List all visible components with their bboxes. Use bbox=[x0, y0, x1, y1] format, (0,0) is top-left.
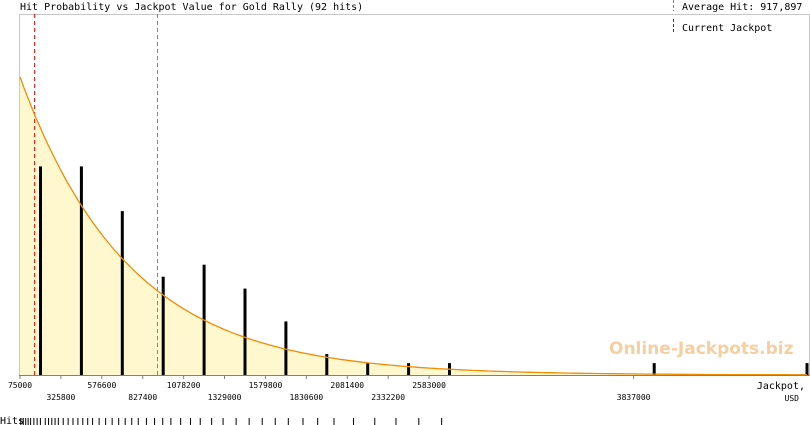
bar bbox=[284, 321, 288, 375]
bar bbox=[407, 363, 411, 375]
x-tick-label: 325800 bbox=[46, 393, 75, 402]
hits-label: Hits bbox=[0, 416, 24, 425]
x-tick-label: 75000 bbox=[8, 381, 32, 390]
bar bbox=[161, 276, 165, 375]
x-tick-label: 3837000 bbox=[617, 393, 651, 402]
bar bbox=[39, 166, 42, 375]
x-tick-label: 1830600 bbox=[289, 393, 323, 402]
bar bbox=[243, 288, 247, 375]
watermark: Online-Jackpots.biz bbox=[609, 339, 794, 359]
bar bbox=[79, 166, 83, 375]
x-tick-label: 2081400 bbox=[330, 381, 364, 390]
bar bbox=[366, 363, 370, 375]
curve-group bbox=[19, 76, 807, 376]
x-tick-label: 576600 bbox=[87, 381, 116, 390]
legend-average-label: Average Hit: 917,897 bbox=[682, 2, 802, 13]
x-tick-label: 827400 bbox=[128, 393, 157, 402]
x-tick-label: 2583000 bbox=[412, 381, 446, 390]
curve-fill-group bbox=[20, 77, 807, 375]
bar bbox=[652, 363, 656, 375]
x-tick-label: 2332200 bbox=[371, 393, 405, 402]
x-ticks-group: 75000 325800 576600 827400 1078200 1329000 157… bbox=[8, 375, 651, 402]
x-tick-label: 1078200 bbox=[167, 381, 201, 390]
x-axis-label-line1: Jackpot, bbox=[757, 381, 805, 392]
x-tick-label: 1579800 bbox=[249, 381, 283, 390]
probability-curve bbox=[19, 76, 807, 376]
hits-rug-group bbox=[20, 418, 443, 425]
bar bbox=[805, 363, 809, 375]
curve-area-fill bbox=[20, 77, 807, 375]
chart-title: Hit Probability vs Jackpot Value for Gol… bbox=[20, 2, 363, 13]
bars-group bbox=[39, 166, 809, 375]
legend-current-label: Current Jackpot bbox=[682, 23, 772, 34]
x-axis-label-line2: USD bbox=[785, 394, 800, 403]
bar bbox=[120, 211, 124, 375]
x-tick-label: 1329000 bbox=[208, 393, 242, 402]
bar bbox=[325, 354, 329, 375]
